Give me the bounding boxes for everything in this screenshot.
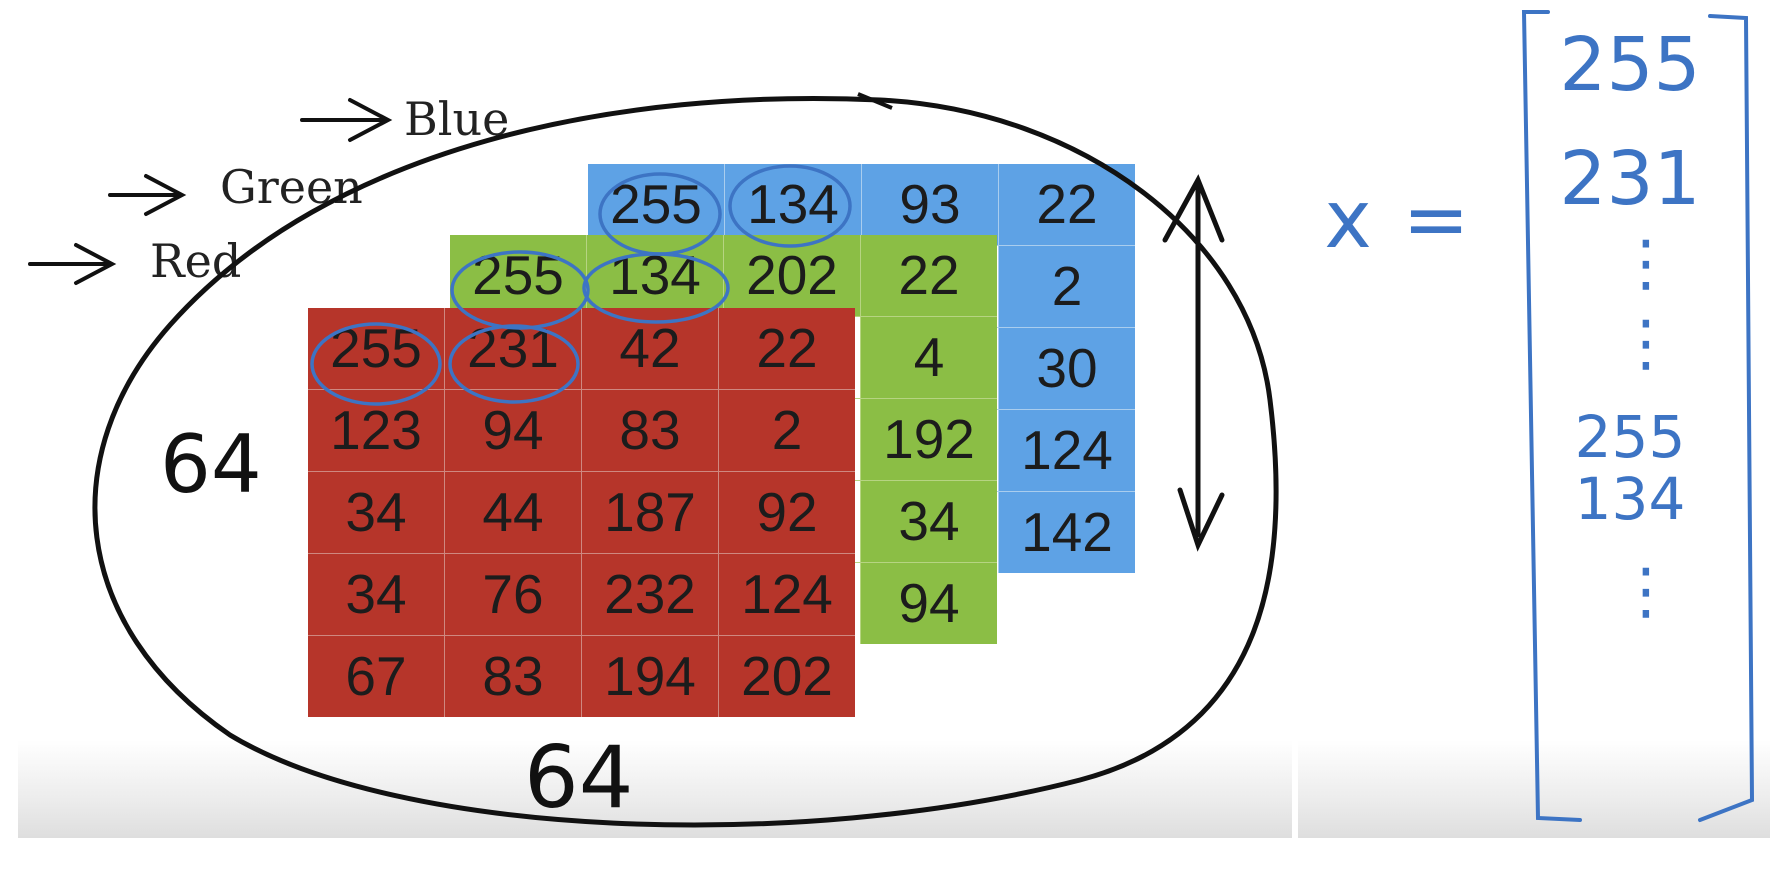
red-channel-label: Red — [150, 234, 242, 288]
green-pixel-cell: 4 — [861, 317, 997, 398]
green-pixel-cell: 94 — [861, 563, 997, 644]
equals-sign: = — [1402, 173, 1470, 266]
red-channel-grid: 255 231 42 22 123 94 83 2 34 44 187 92 34 76 232 124 67 8… — [308, 308, 855, 717]
blue-channel-label: Blue — [404, 92, 510, 146]
red-pixel-cell: 83 — [445, 636, 581, 717]
green-pixel-cell: 255 — [450, 235, 586, 316]
red-pixel-cell: 92 — [719, 472, 855, 553]
red-pixel-cell: 194 — [582, 636, 718, 717]
red-pixel-cell: 231 — [445, 308, 581, 389]
red-pixel-cell: 83 — [582, 390, 718, 471]
red-pixel-cell: 44 — [445, 472, 581, 553]
vector-variable: x — [1324, 173, 1372, 266]
red-pixel-cell: 94 — [445, 390, 581, 471]
red-pixel-cell: 202 — [719, 636, 855, 717]
red-pixel-cell: 34 — [308, 554, 444, 635]
blue-pixel-cell: 255 — [588, 164, 724, 245]
vector-entry: 255 — [1574, 403, 1686, 471]
blue-pixel-cell: 2 — [999, 246, 1135, 327]
vector-entry: ⋮ — [1615, 226, 1677, 299]
green-pixel-cell: 22 — [861, 235, 997, 316]
blue-pixel-cell: 22 — [999, 164, 1135, 245]
red-pixel-cell: 67 — [308, 636, 444, 717]
red-pixel-cell: 232 — [582, 554, 718, 635]
green-pixel-cell: 202 — [724, 235, 860, 316]
vector-entry: ⋮ — [1615, 554, 1677, 627]
right-panel — [1298, 0, 1770, 838]
red-pixel-cell: 124 — [719, 554, 855, 635]
red-pixel-cell: 2 — [719, 390, 855, 471]
blue-pixel-cell: 142 — [999, 492, 1135, 573]
blue-pixel-cell: 124 — [999, 410, 1135, 491]
width-label: 64 — [524, 728, 634, 828]
red-pixel-cell: 22 — [719, 308, 855, 389]
green-pixel-cell: 34 — [861, 481, 997, 562]
green-channel-label: Green — [220, 160, 363, 214]
blue-pixel-cell: 134 — [725, 164, 861, 245]
vector-entry: ⋮ — [1615, 306, 1677, 379]
red-pixel-cell: 34 — [308, 472, 444, 553]
red-pixel-cell: 76 — [445, 554, 581, 635]
red-pixel-cell: 255 — [308, 308, 444, 389]
green-pixel-cell: 134 — [587, 235, 723, 316]
vector-entry: 255 — [1559, 22, 1701, 108]
green-pixel-cell: 192 — [861, 399, 997, 480]
blue-pixel-cell: 30 — [999, 328, 1135, 409]
red-pixel-cell: 187 — [582, 472, 718, 553]
vector-entry: 134 — [1574, 465, 1686, 533]
vector-entry: 231 — [1559, 136, 1701, 222]
red-pixel-cell: 42 — [582, 308, 718, 389]
red-pixel-cell: 123 — [308, 390, 444, 471]
blue-pixel-cell: 93 — [862, 164, 998, 245]
height-label: 64 — [160, 418, 262, 511]
